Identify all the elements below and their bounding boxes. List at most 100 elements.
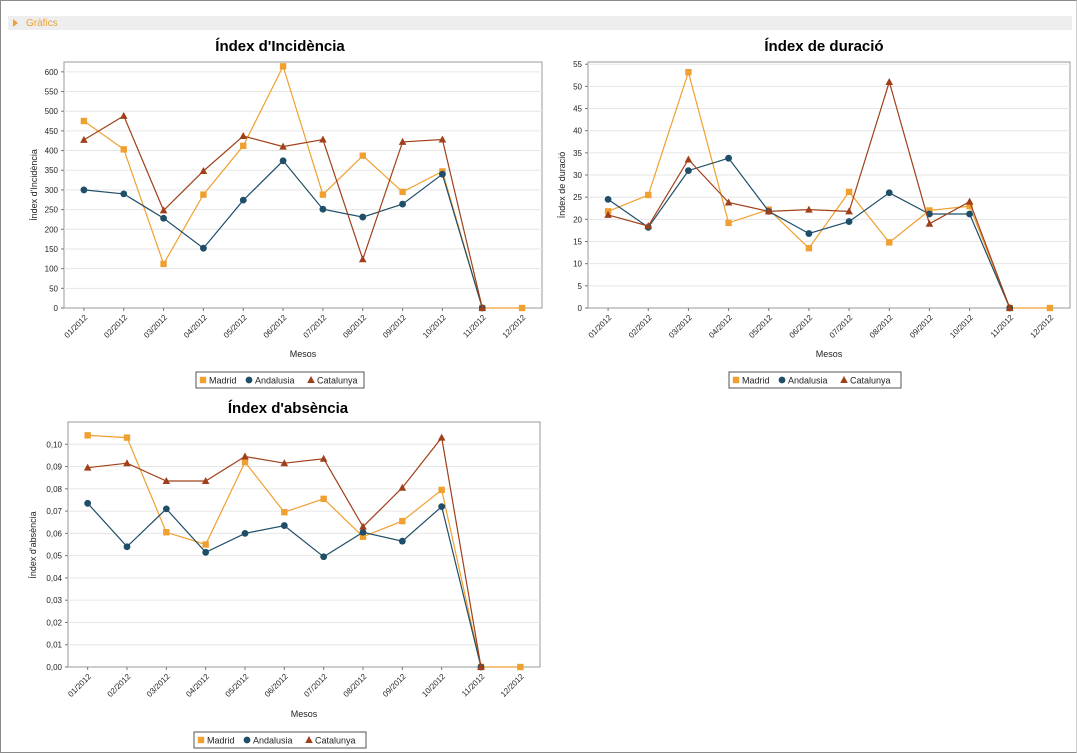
data-point-madrid [121,146,127,152]
plot-area [588,62,1070,308]
y-tick-label: 0,01 [46,641,62,650]
x-tick-label: 07/2012 [302,313,329,340]
data-point-andalusia [685,167,692,174]
data-point-madrid [806,245,812,251]
y-tick-label: 0,02 [46,618,62,627]
data-point-madrid [320,191,326,197]
x-tick-label: 03/2012 [145,672,172,699]
y-tick-label: 200 [45,225,59,234]
data-point-madrid [399,518,405,524]
data-point-andalusia [439,171,446,178]
data-point-madrid [645,192,651,198]
y-tick-label: 0,07 [46,507,62,516]
y-tick-label: 30 [573,171,582,180]
y-tick-label: 0,10 [46,440,62,449]
y-tick-label: 50 [49,284,58,293]
x-tick-label: 06/2012 [263,672,290,699]
data-point-andalusia [281,522,288,529]
data-point-andalusia [846,218,853,225]
data-point-madrid [438,487,444,493]
data-point-andalusia [605,196,612,203]
data-point-madrid [320,496,326,502]
x-tick-label: 09/2012 [381,672,408,699]
data-point-madrid [240,143,246,149]
data-point-madrid [846,189,852,195]
y-tick-label: 40 [573,127,582,136]
chart-2: Índex de duració051015202530354045505501… [557,38,1070,388]
y-tick-label: 15 [573,238,582,247]
legend-marker-andalusia [244,737,251,744]
data-point-andalusia [320,553,327,560]
data-point-andalusia [280,157,287,164]
chart-3: Índex d'absència 0,00 0,01 0,02 0,03 0,04 0,05… [28,400,540,748]
data-point-madrid [517,664,523,670]
data-point-andalusia [160,215,167,222]
data-point-madrid [84,432,90,438]
x-tick-label: 06/2012 [262,313,289,340]
data-point-madrid [200,191,206,197]
y-tick-label: 400 [45,147,59,156]
x-tick-label: 11/2012 [460,672,487,699]
x-tick-label: 02/2012 [627,313,654,340]
data-point-madrid [725,220,731,226]
y-tick-label: 500 [45,107,59,116]
y-tick-label: 55 [573,60,582,69]
legend-marker-andalusia [779,377,786,384]
data-point-madrid [281,509,287,515]
plot-area [68,422,540,667]
y-axis-label: Índex d'absència [28,511,38,578]
data-point-madrid [399,189,405,195]
data-point-madrid [81,118,87,124]
data-point-madrid [1047,305,1053,311]
data-point-madrid [242,459,248,465]
x-tick-label: 10/2012 [948,313,975,340]
x-tick-label: 04/2012 [184,672,211,699]
data-point-madrid [360,152,366,158]
x-tick-label: 10/2012 [420,672,447,699]
y-tick-label: 150 [45,245,59,254]
x-tick-label: 11/2012 [989,313,1016,340]
y-tick-label: 0,08 [46,485,62,494]
legend-item-andalusia: Andalusia [788,375,828,385]
y-tick-label: 0,00 [46,663,62,672]
data-point-madrid [280,63,286,69]
x-tick-label: 07/2012 [828,313,855,340]
legend-item-madrid: Madrid [207,735,235,745]
chart-title: Índex de duració [764,38,883,55]
data-point-andalusia [120,190,127,197]
y-tick-label: 25 [573,193,582,202]
x-tick-label: 08/2012 [342,672,369,699]
x-tick-label: 02/2012 [106,672,133,699]
x-tick-label: 06/2012 [788,313,815,340]
data-point-andalusia [240,197,247,204]
x-tick-label: 05/2012 [747,313,774,340]
chart-title: Índex d'absència [228,400,349,417]
data-point-andalusia [320,206,327,213]
y-tick-label: 300 [45,186,59,195]
x-tick-label: 01/2012 [587,313,614,340]
data-point-andalusia [966,211,973,218]
data-point-andalusia [200,245,207,252]
x-tick-label: 12/2012 [1029,313,1056,340]
y-tick-label: 450 [45,127,59,136]
x-axis-label: Mesos [291,709,318,719]
data-point-andalusia [163,505,170,512]
legend-marker-madrid [198,737,204,743]
y-tick-label: 50 [573,82,582,91]
y-tick-label: 5 [578,282,583,291]
x-tick-label: 02/2012 [102,313,129,340]
y-tick-label: 350 [45,166,59,175]
legend-marker-madrid [200,377,206,383]
y-tick-label: 0,04 [46,574,62,583]
y-axis-label: Índex d'Incidència [29,149,39,221]
x-tick-label: 10/2012 [421,313,448,340]
data-point-madrid [886,239,892,245]
y-axis-label: Índex de duració [557,152,567,219]
chart-1: Índex d'Incidència0501001502002503003504… [29,38,542,388]
y-tick-label: 600 [45,68,59,77]
legend-marker-madrid [733,377,739,383]
y-tick-label: 0,09 [46,463,62,472]
data-point-andalusia [438,503,445,510]
x-tick-label: 03/2012 [667,313,694,340]
data-point-andalusia [202,549,209,556]
